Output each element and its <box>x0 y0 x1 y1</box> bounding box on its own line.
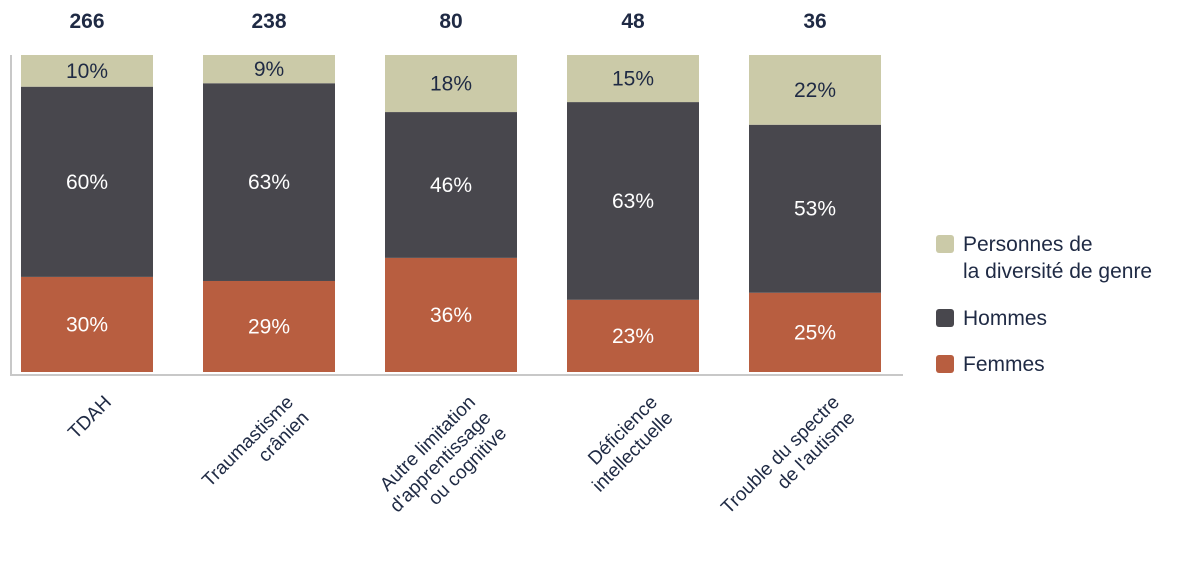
bar-segment-personnes-de-la-diversite-de-genre-1 <box>21 55 153 87</box>
data-label-femmes-1: 30% <box>66 313 108 336</box>
total-count-5: 36 <box>803 10 826 33</box>
data-label-femmes-5: 25% <box>794 321 836 344</box>
category-label-1: TDAH <box>64 392 115 443</box>
bar-segment-femmes-3 <box>385 257 517 372</box>
bar-segment-personnes-de-la-diversite-de-genre-3 <box>385 55 517 113</box>
bar-segment-femmes-4 <box>567 299 699 372</box>
bar-segment-hommes-2 <box>203 83 335 281</box>
total-count-2: 238 <box>251 10 286 33</box>
legend-label-3: Femmes <box>963 353 1045 376</box>
data-label-femmes-2: 29% <box>248 315 290 338</box>
data-label-personnes-de-la-diversite-de-genre-3: 18% <box>430 73 472 96</box>
bars-group: 30% 60% 10% 29% 63% 9% 36% 46% 18% 23% 63% 15% 25% 53… <box>21 55 881 372</box>
totals-group: 266 238 80 48 36 <box>69 10 826 33</box>
legend-label-2: Hommes <box>963 307 1047 330</box>
data-label-femmes-4: 23% <box>612 325 654 348</box>
category-label-line: TDAH <box>64 392 115 443</box>
total-count-3: 80 <box>439 10 462 33</box>
legend-swatch-3 <box>936 355 954 373</box>
data-label-hommes-3: 46% <box>430 174 472 197</box>
bar-segment-personnes-de-la-diversite-de-genre-4 <box>567 55 699 103</box>
data-label-hommes-2: 63% <box>248 171 290 194</box>
data-label-personnes-de-la-diversite-de-genre-5: 22% <box>794 79 836 102</box>
legend-swatch-1 <box>936 235 954 253</box>
legend: Personnes de la diversité de genre Hommes F… <box>936 233 1152 376</box>
bar-segment-hommes-3 <box>385 112 517 258</box>
bar-segment-hommes-1 <box>21 86 153 277</box>
data-label-hommes-4: 63% <box>612 190 654 213</box>
bar-segment-femmes-5 <box>749 292 881 372</box>
data-label-hommes-1: 60% <box>66 171 108 194</box>
data-label-femmes-3: 36% <box>430 304 472 327</box>
data-label-personnes-de-la-diversite-de-genre-2: 9% <box>254 58 284 81</box>
bar-segment-personnes-de-la-diversite-de-genre-5 <box>749 55 881 125</box>
bar-segment-hommes-5 <box>749 124 881 293</box>
total-count-4: 48 <box>621 10 645 33</box>
legend-swatch-2 <box>936 309 954 327</box>
legend-label-1: Personnes de <box>963 233 1093 256</box>
bar-segment-femmes-1 <box>21 276 153 372</box>
bar-segment-hommes-4 <box>567 102 699 300</box>
bar-segment-femmes-2 <box>203 280 335 372</box>
bar-segment-personnes-de-la-diversite-de-genre-2 <box>203 55 335 84</box>
total-count-1: 266 <box>69 10 104 33</box>
data-label-personnes-de-la-diversite-de-genre-4: 15% <box>612 68 654 91</box>
legend-label-1: la diversité de genre <box>963 260 1152 283</box>
data-label-personnes-de-la-diversite-de-genre-1: 10% <box>66 60 108 83</box>
data-label-hommes-5: 53% <box>794 198 836 221</box>
